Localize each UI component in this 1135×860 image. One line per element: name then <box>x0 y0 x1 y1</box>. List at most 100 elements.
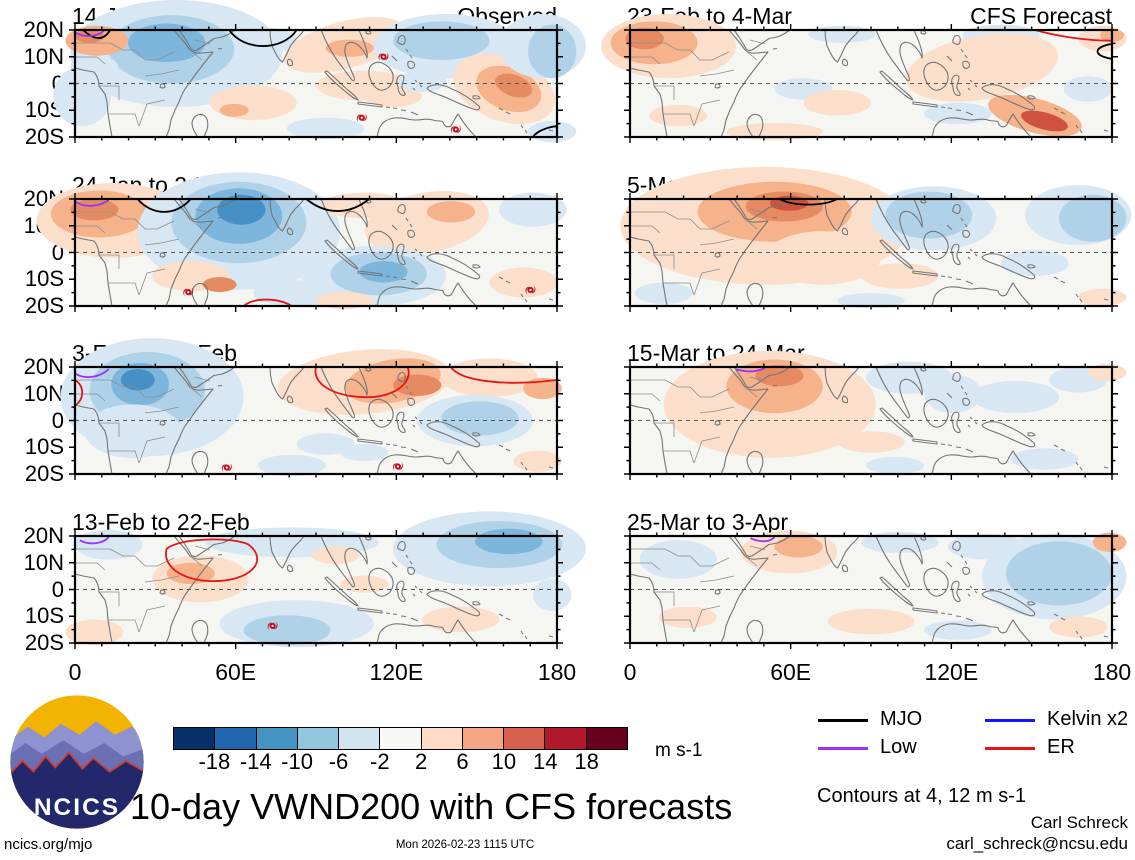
map-panel-canvas <box>74 0 557 138</box>
red-wave-contour <box>1035 30 1112 41</box>
lon-tick-label: 0 <box>623 659 637 685</box>
black-wave-contour <box>83 30 110 38</box>
red-wave-contour <box>75 380 82 406</box>
lon-tick-label: 180 <box>1092 659 1132 685</box>
colorbar-tick-label: -10 <box>281 749 313 774</box>
credit-name: Carl Schreck <box>1030 813 1128 832</box>
generation-timestamp: Mon 2026-02-23 1115 UTC <box>395 839 535 851</box>
coastlines <box>74 535 554 644</box>
purple-wave-contour <box>75 369 109 377</box>
panel-corner-label: CFS Forecast <box>970 3 1112 29</box>
lat-tick-label: 20S <box>24 293 64 318</box>
map-panel-canvas <box>75 199 557 306</box>
black-wave-contour <box>229 30 296 46</box>
lon-tick-label: 120E <box>369 659 424 685</box>
map-panel-canvas <box>629 198 1112 312</box>
tropical-cyclone-icon <box>267 621 278 631</box>
lat-tick-label: 20S <box>24 461 64 486</box>
colorbar-tick-label: 14 <box>533 749 558 774</box>
purple-wave-contour <box>80 537 109 543</box>
figure-title: 10-day VWND200 with CFS forecasts <box>130 786 733 827</box>
logo-front-mountains <box>10 753 144 829</box>
map-panel-canvas <box>75 536 557 643</box>
low-legend-line <box>818 747 868 750</box>
colorbar-tick-label: 6 <box>456 749 469 774</box>
tropical-cyclone-icon <box>356 113 367 122</box>
red-wave-contour <box>244 300 292 306</box>
lat-tick-label: 10N <box>23 380 64 406</box>
colorbar-units-label: m s-1 <box>655 740 703 761</box>
lon-tick-label: 120E <box>924 659 979 685</box>
black-wave-contour <box>533 126 557 137</box>
coastlines <box>74 366 554 475</box>
colorbar-cell <box>545 728 587 749</box>
lat-tick-label: 20S <box>24 630 64 655</box>
coastlines <box>629 535 1109 644</box>
kelvin-x2-legend-line <box>985 719 1035 722</box>
lon-tick-label: 180 <box>537 659 577 685</box>
colorbar-tick-label: 2 <box>415 749 428 774</box>
black-wave-contour <box>306 199 369 211</box>
black-wave-contour <box>779 199 837 205</box>
lat-tick-label: 20N <box>23 354 64 379</box>
lat-tick-label: 10S <box>24 434 64 460</box>
purple-wave-contour <box>75 200 109 206</box>
coastlines <box>629 29 1109 138</box>
tropical-cyclone-icon <box>183 287 194 297</box>
coastlines <box>629 198 1109 307</box>
colorbar-tick-label: 18 <box>574 749 599 774</box>
site-url: ncics.org/mjo <box>4 836 93 853</box>
black-wave-contour <box>138 199 191 212</box>
tropical-cyclone-icon <box>525 285 536 295</box>
anomaly-colorbar <box>173 727 628 750</box>
colorbar-tick-label: -6 <box>328 749 349 774</box>
red-wave-contour <box>166 539 257 581</box>
tropical-cyclone-icon <box>392 462 403 471</box>
lat-tick-label: 10N <box>23 43 64 69</box>
purple-wave-contour <box>751 537 775 541</box>
red-wave-contour <box>451 367 557 383</box>
map-panel-canvas <box>75 367 557 474</box>
lat-tick-label: 10S <box>24 603 64 629</box>
colorbar-cell <box>215 728 257 749</box>
coastlines <box>74 198 554 307</box>
red-wave-contour <box>315 367 408 397</box>
ncics-logo: NCICS <box>10 695 144 829</box>
lat-tick-label: 20N <box>23 17 64 42</box>
colorbar-cell <box>462 728 505 749</box>
lon-tick-label: 0 <box>68 659 82 685</box>
colorbar-tick-label: -14 <box>239 749 272 774</box>
tropical-cyclone-icon <box>378 52 389 61</box>
colorbar-tick-label: -2 <box>370 749 390 774</box>
lat-tick-label: 10S <box>24 266 64 292</box>
lat-tick-label: 0 <box>51 576 64 602</box>
map-panel-canvas <box>629 366 1112 480</box>
lon-tick-label: 60E <box>770 659 812 685</box>
purple-wave-contour <box>75 31 104 36</box>
colorbar-cell <box>586 728 627 749</box>
map-panel-canvas <box>601 29 1112 143</box>
coastlines <box>629 366 1109 475</box>
colorbar-cell <box>339 728 381 749</box>
er-legend-line <box>985 747 1035 750</box>
tropical-cyclone-icon <box>450 125 461 134</box>
colorbar-tick-label: 10 <box>491 749 517 774</box>
mjo-legend-line <box>818 719 868 722</box>
colorbar-cell <box>380 728 422 749</box>
lon-tick-label: 60E <box>215 659 257 685</box>
tropical-cyclone-icon <box>221 463 232 472</box>
colorbar-tick-label: -18 <box>198 749 231 774</box>
lat-tick-label: 10N <box>23 549 64 575</box>
lat-tick-label: 20S <box>24 124 64 149</box>
coastlines <box>74 29 554 138</box>
colorbar-cell <box>504 728 546 749</box>
legend-label: ER <box>1047 736 1075 758</box>
purple-wave-contour <box>736 368 765 371</box>
logo-text: NCICS <box>34 794 120 821</box>
colorbar-cell <box>256 728 298 749</box>
contours-note: Contours at 4, 12 m s-1 <box>817 785 1026 807</box>
colorbar-cell <box>174 728 216 749</box>
lat-tick-label: 0 <box>51 407 64 433</box>
legend-label: Kelvin x2 <box>1047 708 1129 730</box>
